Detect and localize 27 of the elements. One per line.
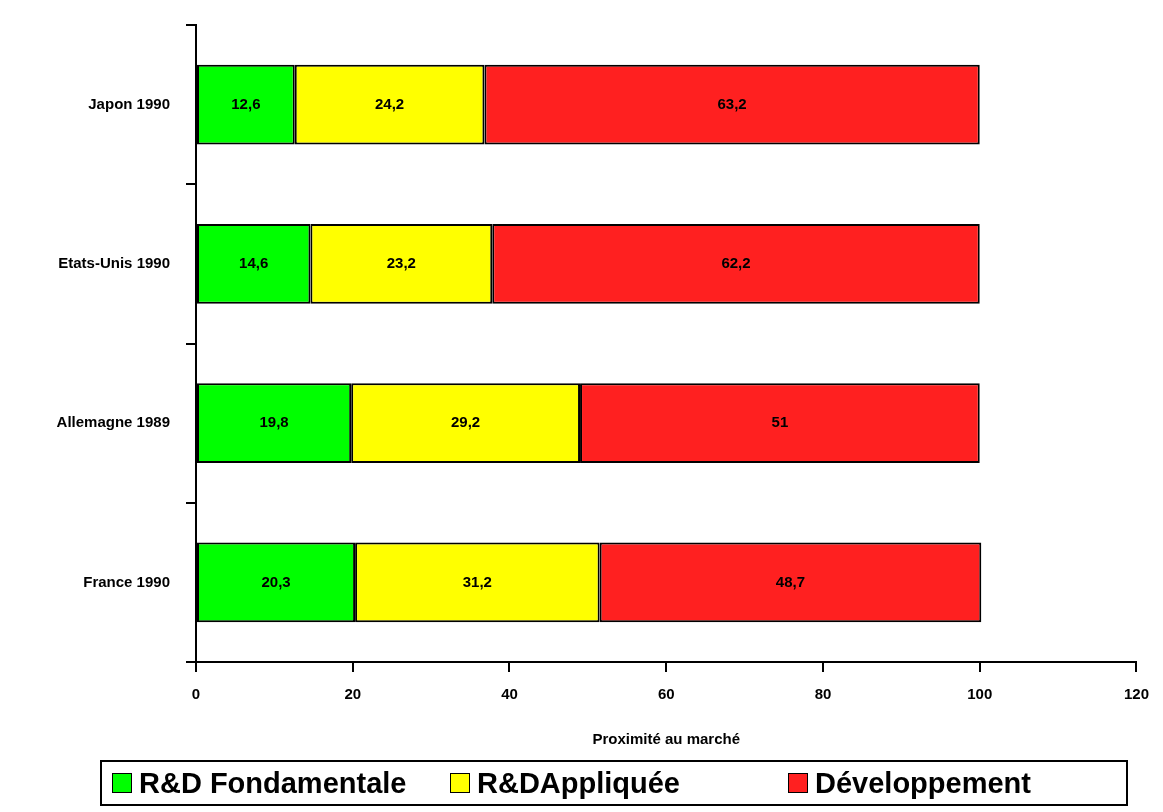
data-label: 19,8 (259, 413, 289, 431)
data-label: 51 (771, 413, 789, 431)
data-label: 20,3 (261, 572, 291, 590)
data-label: 62,2 (721, 254, 751, 272)
legend-label: R&DAppliquée (477, 766, 680, 800)
x-axis-title: Proximité au marché (592, 730, 741, 748)
data-label: 24,2 (374, 94, 405, 112)
legend-label: Développement (815, 766, 1031, 800)
legend-label: R&D Fondamentale (139, 766, 407, 800)
x-tick-label: 120 (1123, 685, 1149, 703)
data-label: 48,7 (775, 572, 806, 590)
data-label: 14,6 (239, 254, 269, 272)
y-tick-label: Japon 1990 (88, 94, 170, 112)
y-tick-label: Etats-Unis 1990 (58, 254, 170, 272)
y-tick-label: Allemagne 1989 (56, 413, 170, 431)
y-tick-label: France 1990 (83, 572, 170, 590)
x-tick-label: 0 (191, 685, 201, 703)
x-tick-label: 80 (814, 685, 832, 703)
data-label: 31,2 (462, 572, 492, 590)
data-label: 63,2 (717, 94, 747, 112)
x-tick-label: 20 (344, 685, 362, 703)
data-label: 29,2 (451, 413, 481, 431)
x-tick-label: 40 (501, 685, 518, 703)
data-label: 12,6 (231, 94, 261, 112)
x-tick-label: 60 (657, 685, 675, 703)
x-tick-label: 100 (967, 685, 993, 703)
data-label: 23,2 (386, 254, 416, 272)
